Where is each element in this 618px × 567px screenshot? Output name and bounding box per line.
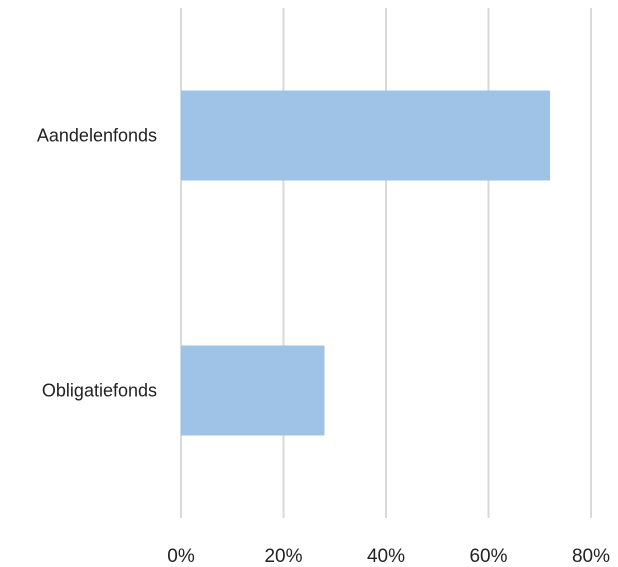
x-axis-tick-labels: 0% 20% 40% 60% 80% — [167, 546, 610, 567]
bars — [181, 90, 550, 436]
bar-obligatiefonds — [181, 345, 325, 436]
x-tick-label: 20% — [264, 546, 302, 567]
x-tick-label: 80% — [572, 546, 610, 567]
bar-aandelenfonds — [181, 90, 550, 181]
gridlines — [180, 8, 592, 518]
x-tick-label: 0% — [167, 546, 195, 567]
x-tick-label: 60% — [469, 546, 507, 567]
x-tick-label: 40% — [367, 546, 405, 567]
category-label-obligatiefonds: Obligatiefonds — [42, 381, 157, 401]
category-label-aandelenfonds: Aandelenfonds — [37, 126, 157, 146]
category-labels: Aandelenfonds Obligatiefonds — [37, 126, 157, 401]
